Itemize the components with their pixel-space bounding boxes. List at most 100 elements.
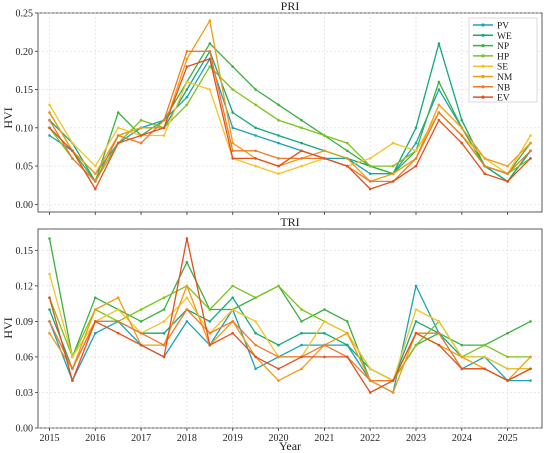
data-point-ev [48,296,51,300]
data-point-nm [460,126,464,130]
data-point-ev [300,355,303,359]
data-point-we [185,88,189,91]
data-point-np [460,343,464,347]
data-point-nb [71,157,74,160]
data-point-nm [391,391,395,394]
data-point-se [254,320,257,323]
pri-series-lines [48,19,532,191]
tri-plot-frame [37,228,543,429]
legend-label-ev: EV [497,94,510,104]
y-tick-label: 0.15 [16,246,34,257]
pri-y-ticks: 0.00 0.05 0.10 0.15 0.20 0.25 [16,9,38,211]
series-line-nm [48,20,531,183]
legend-label-nm: NM [497,73,513,83]
data-point-nm [323,149,326,153]
data-point-hp [391,164,395,168]
y-tick-label: 0.00 [16,200,34,211]
data-point-ev [162,126,166,130]
data-point-nm [346,157,349,160]
tri-grid [38,229,542,429]
data-point-ev [391,180,395,183]
legend-label-se: SE [497,63,508,73]
pri-y-axis-label: HVI [1,107,15,128]
data-point-ev [116,141,120,145]
data-point-ev [185,65,189,68]
data-point-ev [506,180,509,183]
x-tick-label: 2025 [498,433,518,444]
data-point-se [391,141,395,145]
data-point-nm [437,103,441,107]
data-point-nm [185,284,189,288]
data-point-nb [506,172,509,175]
data-point-nm [231,141,234,145]
data-point-nb [483,164,487,168]
data-point-ev [437,118,441,122]
data-point-nb [71,367,74,371]
data-point-ev [346,355,349,359]
data-point-np [94,296,97,300]
data-point-se [529,134,532,137]
data-point-nb [139,141,143,145]
data-point-nb [529,149,532,153]
data-point-pv [185,320,189,323]
data-point-ev [506,379,509,382]
data-point-hp [277,284,280,288]
data-point-ev [71,149,74,153]
data-point-se [162,320,166,323]
data-point-pv [368,172,372,175]
data-point-nm [208,19,212,23]
x-tick-label: 2022 [360,433,380,444]
data-point-se [277,172,280,175]
data-point-ev [277,164,280,168]
data-point-pv [94,331,97,335]
tri-title: TRI [280,215,299,229]
y-tick-label: 0.05 [16,162,34,173]
data-point-ev [346,164,349,168]
data-point-ev [139,134,143,137]
data-point-we [162,331,166,335]
legend-marker-nm [481,74,485,79]
legend-box [468,17,538,103]
tri-x-ticks: 2015 2016 2017 2018 2019 2020 2021 2022 2023 2024… [39,428,518,444]
data-point-np [254,88,257,91]
legend-label-we: WE [497,32,512,42]
legend-label-hp: HP [497,52,509,62]
data-point-se [483,355,487,359]
series-line-hp [48,285,531,382]
data-point-nb [414,157,418,160]
tri-panel: TRI HVI Year 0.00 0.03 0.06 0.09 0.12 0.15 20… [1,215,543,453]
data-point-nb [185,308,189,311]
data-point-nb [208,331,212,335]
data-point-nb [208,50,212,53]
data-point-pv [437,88,441,91]
pri-x-ticks [49,212,509,215]
tri-x-axis-label: Year [279,439,301,453]
data-point-se [71,141,74,145]
data-point-hp [254,296,257,300]
data-point-we [277,343,280,347]
data-point-ev [414,331,418,335]
data-point-we [254,126,257,130]
data-point-ev [208,57,212,61]
y-tick-label: 0.12 [16,281,34,292]
data-point-np [277,103,280,107]
data-point-pv [231,126,234,130]
data-point-nm [506,164,509,168]
data-point-hp [368,164,372,168]
data-point-nb [116,320,120,323]
data-point-pv [254,134,257,137]
data-point-hp [506,355,509,359]
data-point-hp [277,118,280,122]
data-point-nm [116,296,120,300]
data-point-ev [323,157,326,160]
data-point-ev [300,149,303,153]
data-point-nb [116,134,120,137]
data-point-nb [48,118,51,122]
data-point-nb [437,331,441,335]
data-point-we [208,320,212,323]
data-point-ev [460,367,464,371]
data-point-hp [300,126,303,130]
data-point-np [300,118,303,122]
data-point-nm [48,111,51,114]
